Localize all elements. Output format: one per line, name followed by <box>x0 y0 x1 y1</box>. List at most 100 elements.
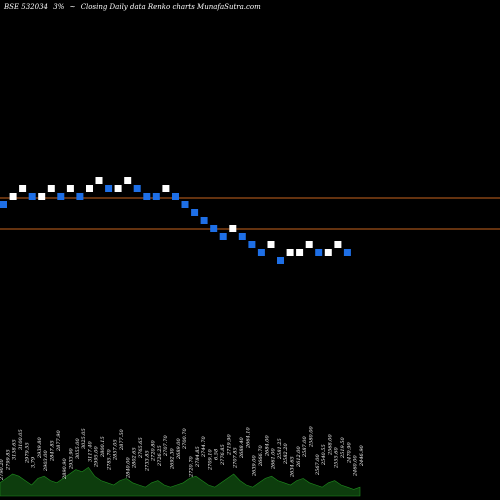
volume-label: 2688.40 <box>239 437 245 459</box>
volume-label: 2661.00 <box>271 448 277 470</box>
volume-label: 2519.50 <box>340 437 346 459</box>
renko-brick <box>191 209 199 216</box>
volume-label: 2903.00 <box>43 450 49 472</box>
renko-brick <box>9 193 17 200</box>
volume-label: 2707.85 <box>233 447 239 469</box>
volume-label: 2567.00 <box>315 454 321 476</box>
renko-brick <box>76 193 84 200</box>
volume-label: 2840.00 <box>125 457 131 479</box>
volume-label: 2800.15 <box>100 436 106 458</box>
volume-label: 2939.80 <box>37 437 43 459</box>
volume-label: 2799.85 <box>5 449 11 471</box>
renko-brick <box>19 185 27 192</box>
volume-label: 2470.90 <box>346 442 352 464</box>
volume-label: 2784.85 <box>195 446 201 468</box>
volume-label: 2765.65 <box>138 437 144 459</box>
volume-label: 2709.10 <box>207 449 213 471</box>
renko-brick <box>277 257 284 264</box>
volume-label: 2726.25 <box>157 445 163 467</box>
volume-label: 3025.05 <box>81 428 87 449</box>
renko-brick <box>324 249 332 256</box>
volume-label: 2639.00 <box>252 455 258 477</box>
renko-brick <box>28 193 36 200</box>
renko-brick <box>200 217 208 224</box>
volume-label: 2890.90 <box>62 458 68 480</box>
reference-lines <box>0 197 500 230</box>
volume-label: 2995.00 <box>94 446 100 468</box>
volume-label: 2460.00 <box>353 455 359 477</box>
arrow-label: ~ <box>69 3 76 11</box>
renko-brick <box>172 193 179 200</box>
volume-label: 2666.70 <box>258 445 264 467</box>
renko-brick <box>152 193 160 200</box>
volume-label: 2979.55 <box>24 442 30 464</box>
renko-brick <box>257 249 265 256</box>
volume-label: 2700.70 <box>182 428 188 450</box>
renko-brick <box>286 249 294 256</box>
renko-brick <box>334 241 342 248</box>
renko-brick <box>47 185 55 192</box>
renko-brick <box>248 241 256 248</box>
volume-label: 2785.70 <box>106 449 112 471</box>
volume-label: 2720.80 <box>151 440 157 462</box>
volume-label: 2540.55 <box>321 444 327 466</box>
renko-brick <box>114 185 122 192</box>
renko-brick <box>229 225 237 232</box>
renko-brick <box>66 185 74 192</box>
volume-label: 2582.20 <box>283 443 289 465</box>
volume-label: 2692.30 <box>170 448 176 470</box>
renko-brick <box>181 201 189 208</box>
volume-label: 3,79 <box>31 456 37 468</box>
renko-brick <box>315 249 323 256</box>
renko-brick <box>133 185 141 192</box>
volume-label: 2790.20 <box>0 459 5 481</box>
volume-label: 2612.00 <box>296 446 302 468</box>
renko-brick <box>219 233 227 240</box>
volume-label: 2664.10 <box>245 427 251 449</box>
volume-label: 2568.00 <box>327 434 333 456</box>
volume-label: 2847.85 <box>50 440 56 462</box>
volume-label: 3158.65 <box>12 439 18 460</box>
volume-label: 2446.90 <box>359 445 365 467</box>
chart-header: BSE 532034 3% ~ Closing Daily data Renko… <box>4 3 264 11</box>
volume-label: 2587.00 <box>302 436 308 458</box>
volume-label: 2634.65 <box>290 456 296 478</box>
renko-brick <box>238 233 246 240</box>
volume-label: 2719.90 <box>226 434 232 456</box>
volume-area <box>0 466 361 497</box>
renko-brick <box>305 241 313 248</box>
volume-label: 6.58 <box>214 449 220 460</box>
symbol-label: BSE 532034 <box>4 3 48 11</box>
volume-label: 2720.70 <box>189 456 195 478</box>
renko-brick <box>124 177 132 184</box>
renko-brick <box>86 185 93 192</box>
renko-brick <box>143 193 151 200</box>
volume-label: 2581.25 <box>277 438 283 460</box>
volume-label: 3055.00 <box>75 438 81 459</box>
renko-brick <box>105 185 113 192</box>
volume-label: 2933.90 <box>69 448 75 470</box>
chart-title: Closing Daily data Renko charts MunafaSu… <box>80 3 261 11</box>
percent-label: 3% <box>53 3 65 11</box>
volume-label: 2684.00 <box>264 435 270 457</box>
volume-label: 2733.85 <box>144 450 150 472</box>
renko-brick <box>0 201 7 208</box>
volume-label: 2707.70 <box>163 435 169 457</box>
volume-label: 2802.65 <box>132 447 138 469</box>
renko-brick <box>296 249 304 256</box>
renko-brick <box>57 193 65 200</box>
renko-brick <box>343 249 351 256</box>
renko-brick <box>267 241 275 248</box>
volume-label: 3117.40 <box>87 441 93 462</box>
renko-brick <box>38 193 46 200</box>
volume-label: 2877.90 <box>56 430 62 452</box>
renko-brick <box>162 185 170 192</box>
volume-label: 2744.70 <box>201 436 207 458</box>
volume-label: 2555.60 <box>334 447 340 469</box>
volume-label: 2580.00 <box>309 426 315 448</box>
volume-label: 2689.00 <box>176 438 182 460</box>
renko-brick <box>210 225 218 232</box>
volume-label: 2877.50 <box>119 429 125 451</box>
renko-bricks <box>0 177 351 264</box>
